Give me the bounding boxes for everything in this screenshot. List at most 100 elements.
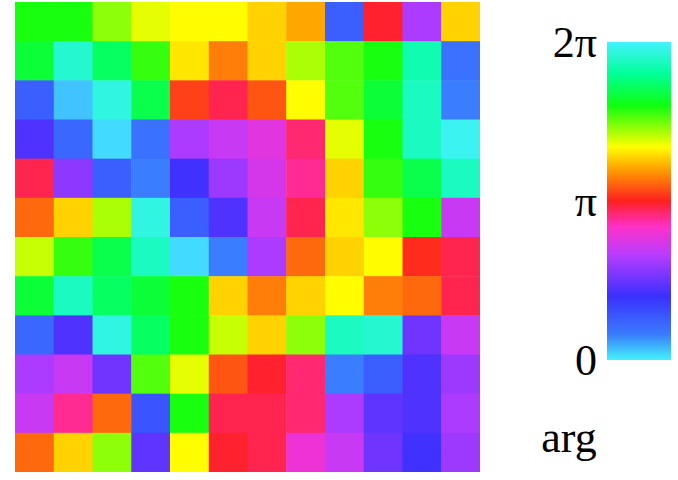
cell [54, 120, 93, 160]
cell [325, 237, 364, 277]
cell [364, 315, 403, 355]
tick: π [575, 177, 605, 226]
cell [54, 315, 93, 355]
cell [325, 394, 364, 434]
cell [131, 276, 170, 316]
cell [325, 315, 364, 355]
cell [248, 237, 287, 277]
colorbar-title: arg [541, 413, 596, 462]
cell [131, 394, 170, 434]
cell [403, 394, 442, 434]
cell [209, 394, 248, 434]
cell [170, 159, 209, 199]
cell [15, 120, 54, 160]
cell [403, 237, 442, 277]
cell [403, 80, 442, 120]
cell [248, 394, 287, 434]
cell [93, 237, 132, 277]
cell [441, 2, 480, 42]
cell [364, 80, 403, 120]
cell [93, 159, 132, 199]
cell [209, 433, 248, 472]
cell [286, 276, 325, 316]
cell [54, 198, 93, 238]
cell [54, 41, 93, 81]
cell [248, 276, 287, 316]
colorbar-axis: 0 π 2π [553, 18, 606, 385]
cell [403, 198, 442, 238]
cell [403, 159, 442, 199]
tick: 2π [553, 18, 605, 67]
cell [54, 394, 93, 434]
cell [54, 237, 93, 277]
cell [54, 80, 93, 120]
cell [248, 120, 287, 160]
cell [364, 198, 403, 238]
cell [364, 276, 403, 316]
cell [286, 41, 325, 81]
cell [209, 120, 248, 160]
cell [325, 198, 364, 238]
cell [170, 433, 209, 472]
cell [93, 80, 132, 120]
cell [209, 315, 248, 355]
cell [286, 315, 325, 355]
cell [15, 394, 54, 434]
cell [364, 355, 403, 395]
cell [248, 355, 287, 395]
cell [441, 237, 480, 277]
cell [403, 355, 442, 395]
cell [403, 2, 442, 42]
cell [15, 433, 54, 472]
cell [441, 394, 480, 434]
cell [209, 2, 248, 42]
cell [209, 198, 248, 238]
cell [131, 237, 170, 277]
cell [325, 276, 364, 316]
cell [170, 120, 209, 160]
cell [93, 355, 132, 395]
cell [93, 198, 132, 238]
cell [170, 315, 209, 355]
cell [403, 41, 442, 81]
cell [286, 237, 325, 277]
cell [54, 2, 93, 42]
cell [131, 198, 170, 238]
cell [364, 120, 403, 160]
cell [15, 198, 54, 238]
cell [54, 159, 93, 199]
cell [93, 276, 132, 316]
cell [170, 355, 209, 395]
cell [93, 315, 132, 355]
cell [441, 41, 480, 81]
cell [286, 198, 325, 238]
cell [131, 80, 170, 120]
cell [209, 80, 248, 120]
cell [209, 159, 248, 199]
cell [131, 41, 170, 81]
cell [286, 355, 325, 395]
cell [248, 198, 287, 238]
cell [93, 394, 132, 434]
cell [325, 41, 364, 81]
cell [248, 41, 287, 81]
cell [15, 237, 54, 277]
cell [54, 355, 93, 395]
cell [15, 315, 54, 355]
cell [15, 355, 54, 395]
cell [441, 120, 480, 160]
cell [54, 276, 93, 316]
cell [131, 355, 170, 395]
colorbar-axis-line [605, 43, 606, 361]
cell [325, 2, 364, 42]
cell [93, 41, 132, 81]
cell [325, 120, 364, 160]
cell [209, 41, 248, 81]
cell [15, 276, 54, 316]
cell [325, 159, 364, 199]
cell [15, 2, 54, 42]
tick-label: 0 [575, 336, 597, 385]
cell [170, 41, 209, 81]
cell [248, 159, 287, 199]
tick: 0 [575, 336, 605, 385]
